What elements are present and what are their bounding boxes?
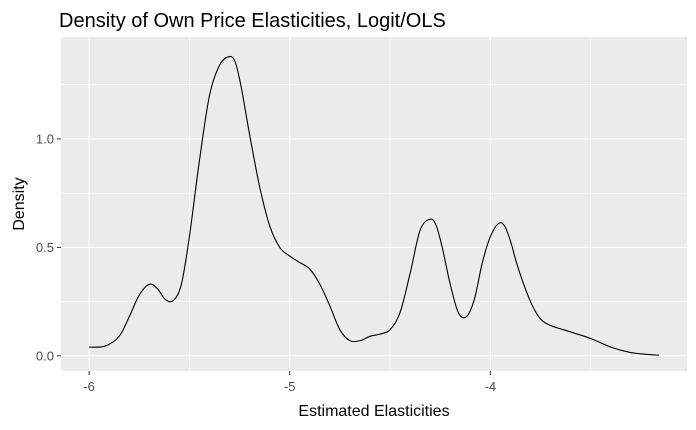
y-tick-label: 0.5 [36,240,54,255]
y-tick-label: 1.0 [36,131,54,146]
grid-major-lines [61,37,687,371]
plot-panel [61,37,687,371]
density-curve [89,55,659,356]
x-tick-label: -4 [485,379,497,394]
y-tick-label: 0.0 [36,348,54,363]
chart-title: Density of Own Price Elasticities, Logit… [59,10,446,32]
x-tick-label: -6 [83,379,95,394]
y-axis: 0.0 0.5 1.0 [36,131,61,363]
grid-minor-lines [61,37,687,371]
x-axis-title: Estimated Elasticities [298,403,449,420]
y-axis-title: Density [11,177,28,230]
x-axis: -6 -5 -4 [83,371,496,394]
x-tick-label: -5 [284,379,296,394]
